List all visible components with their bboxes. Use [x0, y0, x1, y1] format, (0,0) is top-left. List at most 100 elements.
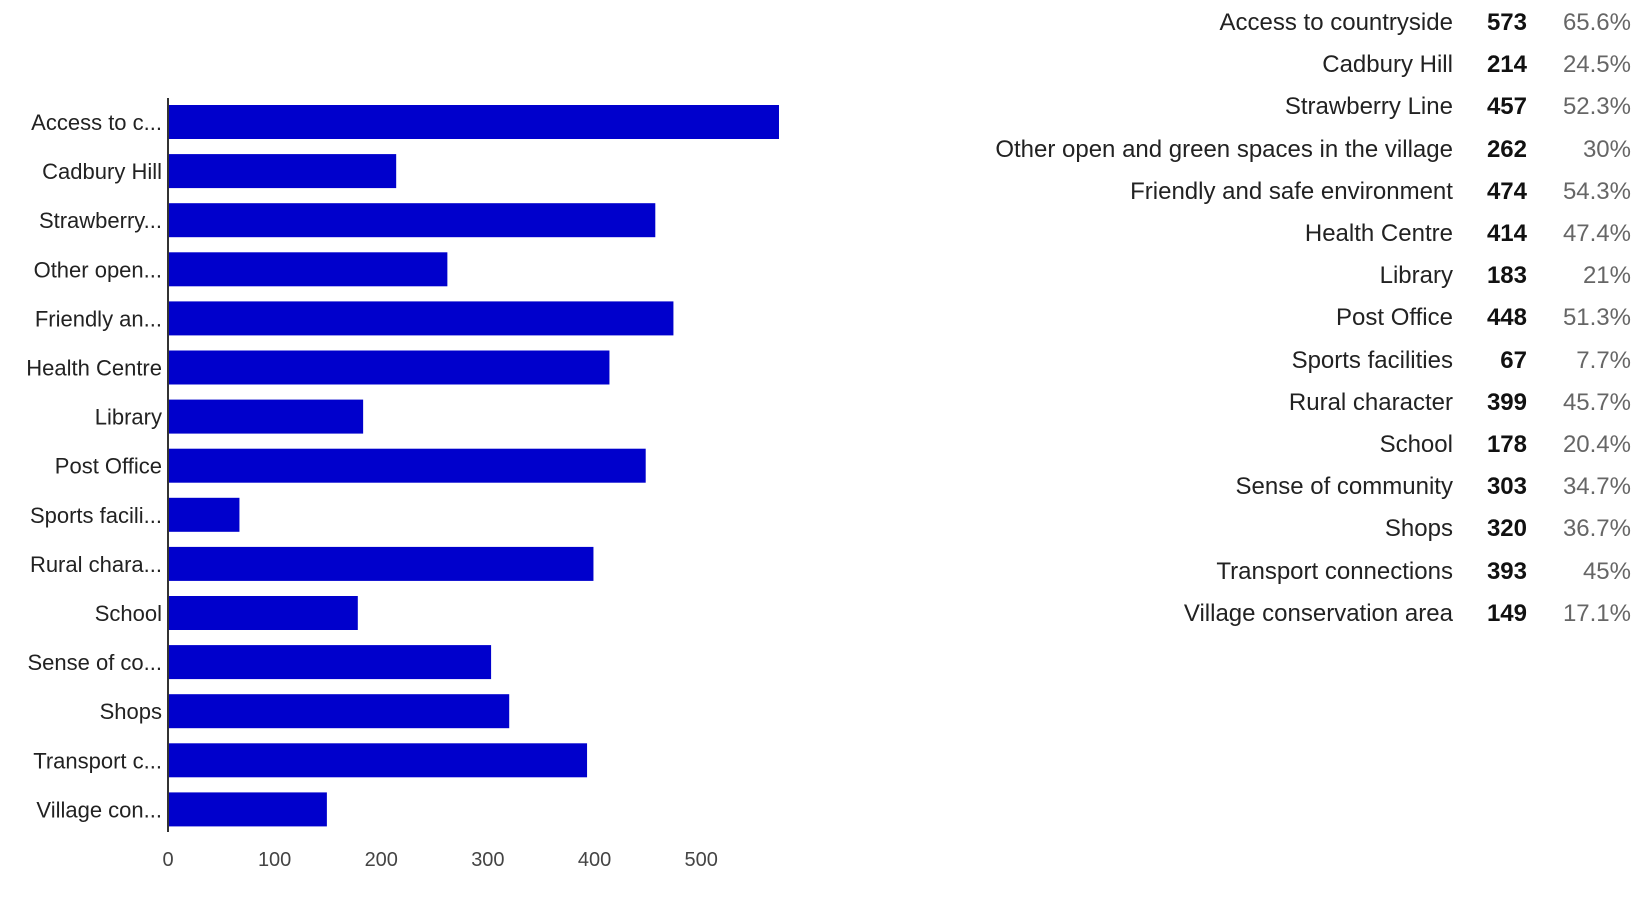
summary-row-label: Sense of community [1235, 473, 1453, 501]
summary-row: Post Office 448 51.3% [995, 297, 1631, 339]
summary-row-count: 67 [1500, 346, 1527, 374]
summary-row-label: Access to countryside [1219, 9, 1453, 37]
summary-row-label: Friendly and safe environment [1130, 177, 1453, 205]
category-label: Access to c... [31, 110, 162, 135]
summary-row-count: 448 [1486, 304, 1527, 332]
summary-row-label: Other open and green spaces in the villa… [995, 135, 1453, 163]
category-label: Rural chara... [30, 552, 162, 577]
x-tick-label: 100 [258, 849, 291, 871]
category-label: School [95, 601, 162, 626]
summary-row-label: Sports facilities [1291, 346, 1453, 374]
category-label: Strawberry... [39, 208, 162, 233]
x-tick-label: 400 [578, 849, 611, 871]
summary-row-percent: 54.3% [1562, 177, 1631, 205]
summary-row-count: 320 [1486, 515, 1527, 543]
x-tick-label: 500 [684, 849, 717, 871]
summary-row-count: 573 [1486, 9, 1527, 37]
bar[interactable] [168, 350, 610, 385]
summary-row: Village conservation area 149 17.1% [995, 593, 1631, 635]
summary-row-label: Strawberry Line [1284, 93, 1453, 121]
summary-row: Rural character 399 45.7% [995, 382, 1631, 424]
summary-row-percent: 52.3% [1562, 93, 1631, 121]
summary-row-percent: 47.4% [1562, 220, 1631, 248]
summary-row-label: Cadbury Hill [1322, 51, 1453, 79]
summary-row-label: Shops [1384, 515, 1453, 543]
summary-row-label: Rural character [1288, 388, 1453, 416]
x-tick-label: 300 [471, 849, 504, 871]
category-label: Other open... [34, 257, 162, 282]
category-label: Cadbury Hill [42, 159, 162, 184]
summary-row-percent: 45% [1582, 557, 1631, 585]
summary-row-count: 393 [1486, 557, 1527, 585]
summary-row: Other open and green spaces in the villa… [995, 129, 1631, 171]
category-label: Sense of co... [27, 650, 162, 675]
summary-row-percent: 24.5% [1562, 51, 1631, 79]
summary-row-label: Health Centre [1304, 220, 1453, 248]
bar[interactable] [168, 792, 327, 827]
summary-row: Access to countryside 573 65.6% [995, 2, 1631, 44]
bar-chart: Access to c... Cadbury Hill Strawberry... O… [26, 98, 779, 871]
summary-row: Health Centre 414 47.4% [995, 213, 1631, 255]
summary-row-percent: 30% [1582, 135, 1631, 163]
bar[interactable] [168, 448, 646, 483]
summary-row-percent: 36.7% [1562, 515, 1631, 543]
x-tick-label: 0 [162, 849, 173, 871]
summary-row: Friendly and safe environment 474 54.3% [995, 171, 1631, 213]
bar[interactable] [168, 694, 510, 729]
bar[interactable] [168, 301, 674, 336]
summary-row-count: 178 [1486, 430, 1527, 458]
bar[interactable] [168, 399, 364, 434]
category-label: Village con... [36, 797, 162, 822]
summary-row-percent: 51.3% [1562, 304, 1631, 332]
summary-row-percent: 65.6% [1562, 9, 1631, 37]
summary-row: Sports facilities 67 7.7% [995, 340, 1631, 382]
summary-table: Access to countryside 573 65.6% Cadbury Hil… [995, 2, 1631, 635]
summary-row-count: 303 [1486, 473, 1527, 501]
bar[interactable] [168, 743, 588, 778]
summary-row-percent: 7.7% [1576, 346, 1631, 374]
summary-row-count: 149 [1486, 599, 1527, 627]
summary-row-count: 474 [1486, 177, 1527, 205]
summary-row: Transport connections 393 45% [995, 550, 1631, 592]
summary-row-count: 457 [1486, 93, 1527, 121]
bar[interactable] [168, 497, 240, 532]
summary-row: School 178 20.4% [995, 424, 1631, 466]
summary-row-percent: 20.4% [1562, 430, 1631, 458]
summary-row: Strawberry Line 457 52.3% [995, 86, 1631, 128]
summary-row-label: Library [1379, 262, 1453, 290]
category-label: Post Office [55, 454, 162, 479]
bar[interactable] [168, 645, 492, 680]
bar[interactable] [168, 154, 397, 189]
bar[interactable] [168, 252, 448, 287]
summary-row-count: 414 [1486, 220, 1527, 248]
bar[interactable] [168, 203, 656, 238]
summary-row-count: 183 [1486, 262, 1527, 290]
bar[interactable] [168, 546, 594, 581]
bar[interactable] [168, 596, 358, 630]
summary-row: Sense of community 303 34.7% [995, 466, 1631, 508]
summary-row-percent: 21% [1582, 262, 1631, 290]
summary-row-label: Village conservation area [1183, 599, 1453, 627]
bar[interactable] [168, 105, 779, 139]
summary-row-label: Post Office [1336, 304, 1453, 332]
summary-row: Library 183 21% [995, 255, 1631, 297]
summary-row: Shops 320 36.7% [995, 508, 1631, 550]
summary-row-percent: 45.7% [1562, 388, 1631, 416]
summary-row-count: 214 [1486, 51, 1527, 79]
summary-row-label: School [1379, 430, 1453, 458]
summary-row-percent: 34.7% [1562, 473, 1631, 501]
summary-row-count: 399 [1486, 388, 1527, 416]
summary-row-label: Transport connections [1216, 557, 1453, 585]
summary-row: Cadbury Hill 214 24.5% [995, 44, 1631, 86]
category-label: Sports facili... [30, 503, 162, 528]
category-label: Shops [100, 699, 162, 724]
category-label: Friendly an... [35, 306, 162, 331]
x-tick-label: 200 [365, 849, 398, 871]
summary-row-percent: 17.1% [1562, 599, 1631, 627]
summary-row-count: 262 [1486, 135, 1527, 163]
category-label: Transport c... [33, 748, 162, 773]
bar-chart-svg: Access to c... Cadbury Hill Strawberry... O… [26, 98, 779, 871]
category-label: Health Centre [26, 356, 162, 381]
summary-table-body: Access to countryside 573 65.6% Cadbury Hil… [995, 2, 1631, 635]
category-label: Library [95, 405, 162, 430]
